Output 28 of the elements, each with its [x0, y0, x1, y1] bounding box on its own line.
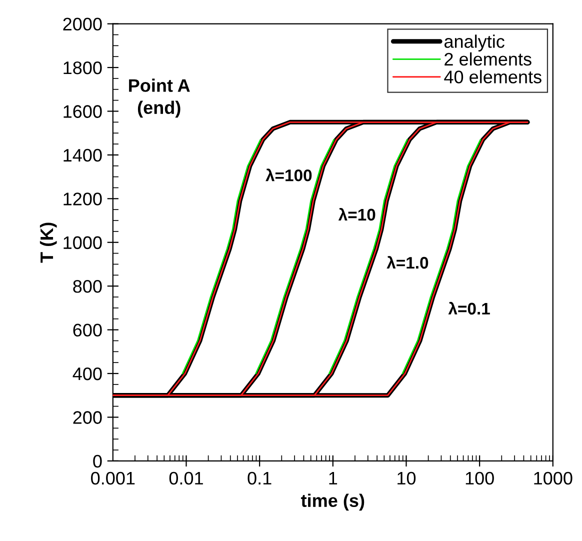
- x-tick-label: 0.01: [169, 472, 203, 485]
- x-tick-label: 100: [466, 472, 494, 485]
- legend-label: 2 elements: [444, 52, 532, 66]
- x-tick-label: 10: [398, 472, 416, 485]
- x-axis-title: time (s): [301, 494, 364, 511]
- y-tick-label: 1800: [64, 61, 102, 74]
- y-tick-label: 400: [72, 367, 102, 380]
- x-tick-label: 1000: [534, 472, 572, 485]
- y-axis-title: T (K): [40, 222, 57, 263]
- y-tick-label: 1000: [64, 236, 102, 250]
- x-tick-label: 1: [329, 472, 338, 484]
- y-tick-label: 600: [73, 324, 102, 337]
- annotation: λ=0.1: [448, 302, 490, 315]
- y-tick-label: 800: [73, 280, 102, 293]
- y-tick-label: 200: [73, 411, 102, 424]
- annotation: λ=1.0: [386, 256, 428, 269]
- y-tick-label: 1400: [64, 148, 102, 162]
- x-tick-label: 0.001: [91, 472, 135, 485]
- legend-label: analytic: [444, 34, 504, 52]
- y-tick-label: 1200: [64, 192, 102, 206]
- y-tick-label: 0: [93, 454, 102, 468]
- annotation: λ=10: [338, 208, 376, 221]
- legend-label: 40 elements: [444, 70, 542, 84]
- y-tick-label: 2000: [63, 18, 102, 31]
- annotation: Point A (end): [129, 78, 190, 118]
- x-tick-label: 0.1: [248, 472, 272, 485]
- annotation: λ=100: [266, 168, 312, 182]
- y-tick-label: 1600: [64, 105, 102, 118]
